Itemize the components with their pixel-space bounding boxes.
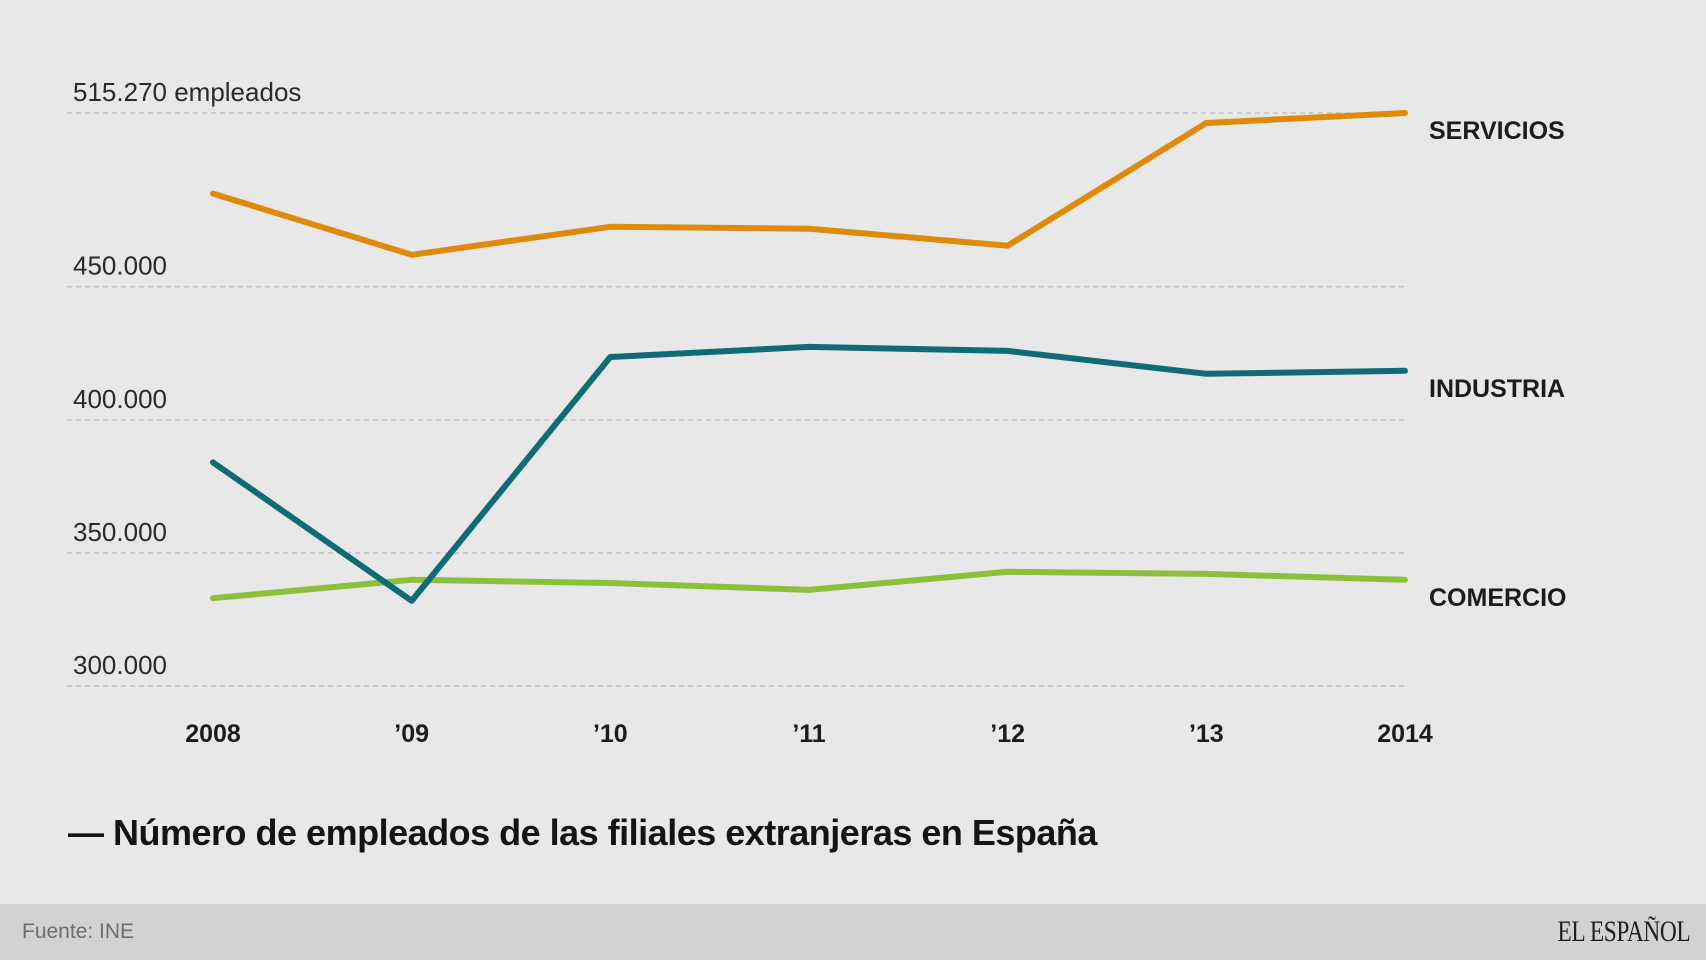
title-dash: —: [68, 812, 104, 853]
series-label-industria: INDUSTRIA: [1429, 375, 1565, 403]
series-line-servicios: [210, 110, 1408, 258]
x-tick-label: 2014: [1377, 720, 1433, 748]
x-tick-label: ’12: [990, 720, 1025, 748]
gridlines: [67, 112, 1407, 687]
series-label-servicios: SERVICIOS: [1429, 117, 1565, 145]
x-tick-label: ’13: [1189, 720, 1224, 748]
x-tick-label: ’09: [394, 720, 429, 748]
series-labels: SERVICIOS INDUSTRIA COMERCIO: [1429, 117, 1567, 612]
y-tick-label: 300.000: [73, 650, 167, 680]
y-tick-label: 400.000: [73, 384, 167, 414]
title-text: Número de empleados de las filiales extr…: [113, 812, 1097, 853]
y-axis-labels: 515.270 empleados 450.000 400.000 350.000 30…: [73, 77, 301, 680]
line-chart: 515.270 empleados 450.000 400.000 350.000 30…: [67, 77, 1567, 748]
series-line-industria: [210, 343, 1408, 604]
x-axis-labels: 2008 ’09 ’10 ’11 ’12 ’13 2014: [185, 720, 1433, 748]
brand-logo: EL ESPAÑOL: [1557, 915, 1690, 948]
source-note: Fuente: INE: [22, 920, 135, 943]
x-tick-label: ’11: [792, 720, 825, 748]
y-tick-label: 450.000: [73, 251, 167, 281]
series-lines: [210, 110, 1408, 604]
x-tick-label: 2008: [185, 720, 241, 748]
series-label-comercio: COMERCIO: [1429, 584, 1567, 612]
y-tick-label: 350.000: [73, 517, 167, 547]
x-tick-label: ’10: [593, 720, 628, 748]
y-tick-label: 515.270 empleados: [73, 77, 301, 107]
chart-title: — Número de empleados de las filiales ex…: [68, 812, 1097, 854]
footer-bar: Fuente: INE EL ESPAÑOL: [0, 904, 1706, 960]
